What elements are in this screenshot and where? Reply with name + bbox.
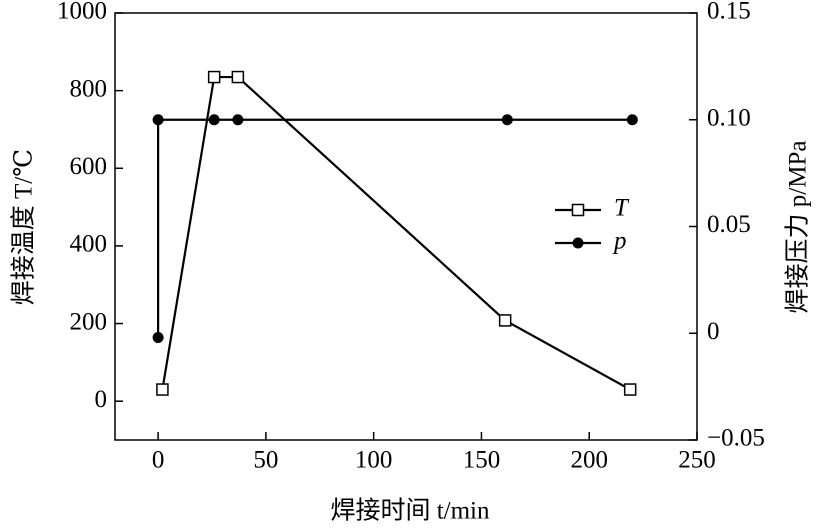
- y-tick-label: 400: [70, 231, 108, 258]
- x-tick-label: 0: [152, 447, 165, 474]
- y2-tick-label: −0.05: [707, 425, 765, 452]
- x-tick-label: 150: [463, 447, 501, 474]
- legend-marker: [571, 203, 585, 217]
- marker: [152, 114, 164, 126]
- y2-tick-label: 0: [707, 318, 720, 345]
- marker: [156, 383, 169, 396]
- y-tick-label: 0: [95, 386, 108, 413]
- legend-label: p: [612, 228, 627, 255]
- marker: [207, 70, 221, 84]
- y-tick-label: 200: [70, 308, 108, 335]
- x-tick-label: 200: [570, 447, 608, 474]
- marker: [152, 332, 164, 344]
- y2-axis-label: 焊接压力 p/MPa: [784, 141, 812, 314]
- y2-tick-label: 0.10: [707, 104, 751, 131]
- marker: [626, 114, 638, 126]
- y-tick-label: 600: [70, 153, 108, 180]
- x-tick-label: 100: [355, 447, 393, 474]
- x-tick-label: 50: [253, 447, 278, 474]
- y2-tick-label: 0.05: [707, 211, 751, 238]
- line: [157, 118, 633, 338]
- legend-marker: [572, 237, 584, 249]
- marker: [623, 383, 637, 396]
- plot-frame: [114, 12, 698, 441]
- x-tick-label: 250: [678, 447, 716, 474]
- marker: [208, 114, 220, 126]
- marker: [501, 114, 513, 126]
- y-axis-label: 焊接温度 T/℃: [10, 149, 38, 305]
- x-axis-label: 焊接时间 t/min: [330, 497, 490, 525]
- legend-label: T: [614, 195, 630, 222]
- marker: [498, 314, 512, 327]
- y2-tick-label: 0.15: [707, 0, 751, 25]
- line: [161, 75, 631, 391]
- marker: [231, 70, 245, 84]
- y-tick-label: 1000: [57, 0, 107, 25]
- y-tick-label: 800: [70, 75, 108, 102]
- marker: [232, 114, 244, 126]
